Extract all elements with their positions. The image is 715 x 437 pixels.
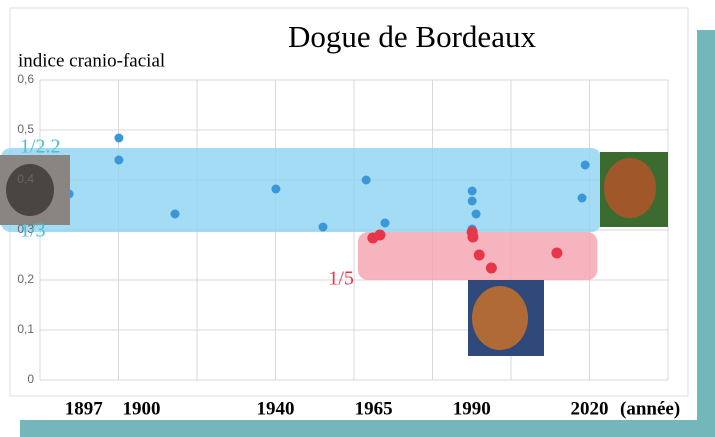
chart-title: Dogue de Bordeaux [288,19,536,54]
y-tick-label: 0,4 [17,172,34,186]
point [170,209,180,219]
y-tick-label: 0,5 [17,122,34,136]
y-tick-label: 0,1 [17,322,34,336]
point [114,155,124,165]
y-axis-label: indice cranio-facial [18,50,165,71]
band-label: 1/3 [20,220,46,242]
x-tick-label: 1990 [453,398,491,419]
point [551,247,563,259]
point [467,231,479,243]
dog-photo-shape [472,286,528,350]
band-label: 1/2.2 [20,136,61,158]
point [577,193,587,203]
point [361,175,371,185]
band-label: 1/5 [328,268,354,290]
x-tick-label: 2020 [571,398,609,419]
points [64,133,590,274]
x-axis-label: (année) [620,398,680,419]
x-tick-label: 1900 [123,398,161,419]
point [467,196,477,206]
dog-photo-shape [604,158,656,218]
point [318,222,328,232]
dog-photo-shape [6,164,54,216]
y-tick-label: 0,6 [17,72,34,86]
y-tick-label: 0,3 [17,222,34,236]
point [580,160,590,170]
x-tick-label: 1940 [257,398,295,419]
labels: 0 0,1 0,2 0,3 0,4 0,5 0,6 1897 1900 1940 1965 1990 2… [17,72,608,419]
point [380,218,390,228]
x-tick-label: 1965 [355,398,393,419]
point [467,186,477,196]
band [0,148,602,232]
x-tick-label: 1897 [65,398,104,419]
point [271,184,281,194]
point [374,229,386,241]
point [471,209,481,219]
y-tick-label: 0 [27,372,34,386]
point [114,133,124,143]
point [473,249,485,261]
y-tick-label: 0,2 [17,272,34,286]
point [485,262,497,274]
dog-photos [0,152,668,356]
